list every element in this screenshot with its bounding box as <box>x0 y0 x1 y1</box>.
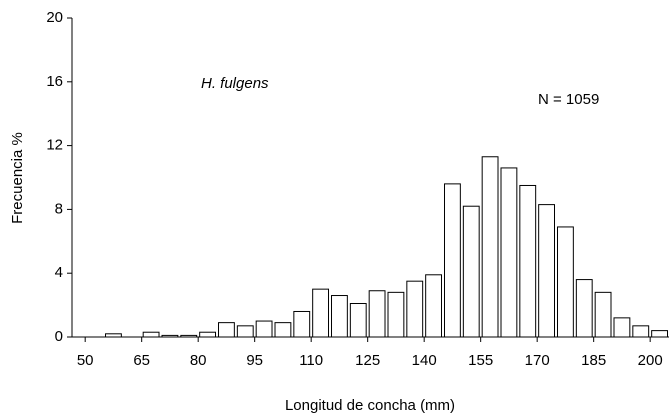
bar <box>594 291 612 338</box>
bar <box>557 226 574 338</box>
x-tick-label: 65 <box>133 352 150 369</box>
x-tick-label: 80 <box>190 352 207 369</box>
y-tick-label: 12 <box>46 137 63 154</box>
y-tick-label: 20 <box>46 9 63 26</box>
bar <box>218 322 235 338</box>
bar <box>406 280 424 338</box>
bar <box>349 303 367 338</box>
bar <box>462 205 480 338</box>
y-tick-label: 0 <box>55 328 63 345</box>
bar <box>368 290 386 338</box>
bar <box>538 204 556 338</box>
bar <box>651 330 668 338</box>
y-tick-label: 8 <box>55 200 63 217</box>
bar <box>425 274 443 338</box>
bar <box>312 288 330 338</box>
bar <box>236 325 254 338</box>
x-tick-label: 125 <box>355 352 380 369</box>
x-tick-label: 110 <box>299 352 323 369</box>
bar <box>274 322 292 338</box>
bar <box>575 279 593 338</box>
bar <box>500 167 518 338</box>
bar <box>255 320 273 338</box>
x-tick-label: 50 <box>77 352 94 369</box>
x-tick-label: 185 <box>581 352 606 369</box>
annotation: N = 1059 <box>538 91 599 108</box>
bar <box>481 156 499 338</box>
y-tick-label: 16 <box>46 73 63 90</box>
bar <box>331 295 348 338</box>
bar <box>199 331 217 338</box>
bar <box>444 183 461 338</box>
bar <box>519 184 537 338</box>
x-tick-label: 140 <box>412 352 437 369</box>
bar <box>387 291 405 338</box>
bar <box>632 325 650 338</box>
y-axis-label: Frecuencia % <box>9 132 26 224</box>
x-tick-label: 200 <box>638 352 663 369</box>
x-tick-label: 95 <box>246 352 263 369</box>
bar <box>613 317 631 338</box>
bar <box>142 331 160 338</box>
x-tick-label: 155 <box>468 352 493 369</box>
bar <box>293 310 311 338</box>
x-tick-label: 170 <box>525 352 550 369</box>
x-axis-label: Longitud de concha (mm) <box>285 397 455 414</box>
y-tick-label: 4 <box>55 264 63 281</box>
annotation: H. fulgens <box>201 75 269 92</box>
